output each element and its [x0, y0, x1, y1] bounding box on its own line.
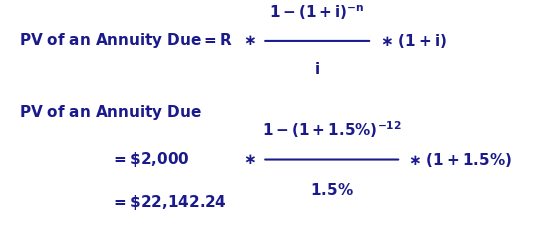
Text: $\mathbf{\ast\ (1 + i)}$: $\mathbf{\ast\ (1 + i)}$ — [380, 32, 447, 50]
Text: $\mathbf{1 - (1 + i)^{-n}}$: $\mathbf{1 - (1 + i)^{-n}}$ — [269, 4, 365, 22]
Text: $\mathbf{PV\ of\ an\ Annuity\ Due = R}$: $\mathbf{PV\ of\ an\ Annuity\ Due = R}$ — [18, 31, 233, 50]
Text: $\mathbf{1.5\%}$: $\mathbf{1.5\%}$ — [310, 182, 354, 198]
Text: $\mathbf{PV\ of\ an\ Annuity\ Due}$: $\mathbf{PV\ of\ an\ Annuity\ Due}$ — [18, 103, 201, 122]
Text: $\mathbf{\ast}$: $\mathbf{\ast}$ — [242, 152, 255, 167]
Text: $\mathbf{\ast}$: $\mathbf{\ast}$ — [242, 33, 255, 48]
Text: $\mathbf{1 - (1 + 1.5\%)^{-12}}$: $\mathbf{1 - (1 + 1.5\%)^{-12}}$ — [262, 119, 402, 140]
Text: $\mathbf{i}$: $\mathbf{i}$ — [314, 61, 320, 77]
Text: $\mathbf{= \$22{,}142.24}$: $\mathbf{= \$22{,}142.24}$ — [111, 193, 227, 212]
Text: $\mathbf{\ast\ (1 + 1.5\%)}$: $\mathbf{\ast\ (1 + 1.5\%)}$ — [408, 151, 512, 168]
Text: $\mathbf{= \$2{,}000}$: $\mathbf{= \$2{,}000}$ — [111, 150, 190, 169]
